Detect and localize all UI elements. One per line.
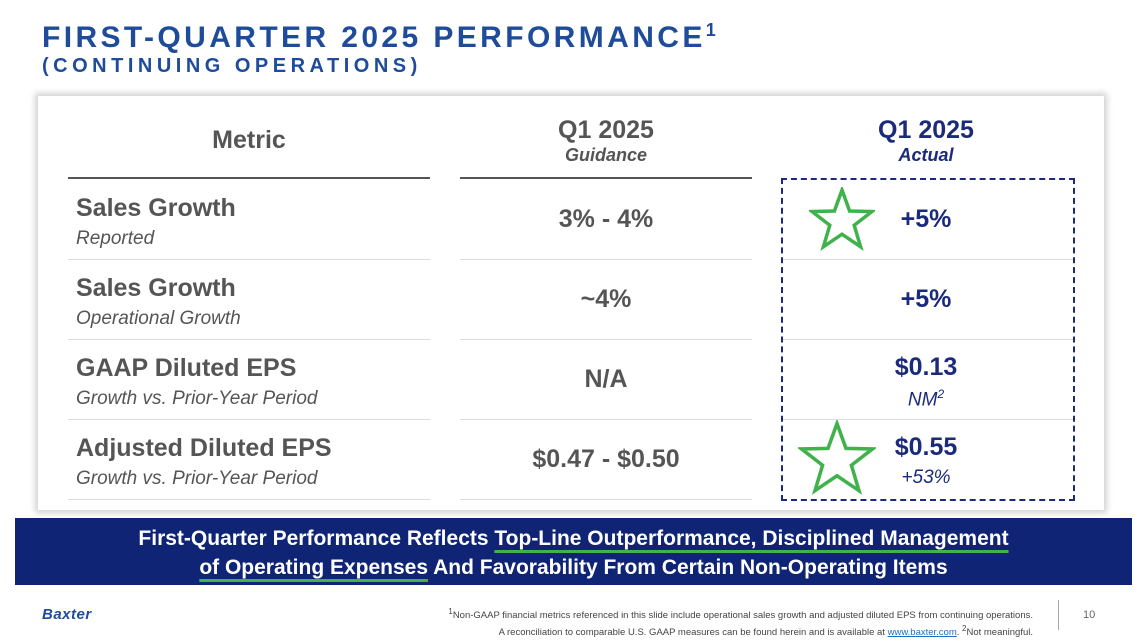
slide-title: FIRST-QUARTER 2025 PERFORMANCE1 [42, 20, 716, 54]
actual-subvalue: NM2 [907, 387, 945, 411]
row-divider [782, 339, 1074, 340]
metric-subtitle: Growth vs. Prior-Year Period [76, 468, 318, 489]
row-divider [460, 259, 752, 260]
footer-divider [1058, 600, 1059, 630]
title-footnote-mark: 1 [705, 20, 716, 40]
row-divider [68, 339, 430, 340]
table-row: Adjusted Diluted EPS Growth vs. Prior-Ye… [38, 420, 1104, 500]
actual-subvalue: +53% [901, 467, 951, 488]
table-row: GAAP Diluted EPS Growth vs. Prior-Year P… [38, 340, 1104, 420]
actual-value: +5% [900, 205, 952, 233]
actual-value: $0.55 [894, 433, 958, 461]
row-divider [460, 499, 752, 500]
baxter-logo: Baxter [42, 606, 92, 623]
header-actual-sub: Actual [898, 145, 954, 165]
row-divider [460, 339, 752, 340]
metric-name: Sales Growth [76, 274, 236, 302]
row-divider [68, 259, 430, 260]
slide-subtitle: (CONTINUING OPERATIONS) [42, 55, 422, 77]
header-actual: Q1 2025 Actual [780, 116, 1072, 166]
row-divider [782, 259, 1074, 260]
header-metric: Metric [212, 126, 286, 154]
footnote-mark: 2 [937, 387, 945, 401]
star-icon [809, 187, 875, 251]
guidance-value: $0.47 - $0.50 [532, 445, 680, 473]
performance-table: Metric Q1 2025 Guidance Q1 2025 Actual S… [38, 96, 1104, 510]
header-guidance-sub: Guidance [564, 145, 648, 165]
actual-value: $0.13 [894, 353, 958, 381]
header-guidance: Q1 2025 Guidance [460, 116, 752, 166]
metric-subtitle: Growth vs. Prior-Year Period [76, 388, 318, 409]
header-rule-metric [68, 177, 430, 179]
summary-banner: First-Quarter Performance Reflects Top-L… [15, 518, 1132, 585]
metric-name: Sales Growth [76, 194, 236, 222]
guidance-value: N/A [584, 365, 628, 393]
header-rule-guidance [460, 177, 752, 179]
guidance-value: ~4% [580, 285, 632, 313]
actual-highlight-box [781, 178, 1075, 501]
metric-name: GAAP Diluted EPS [76, 354, 297, 382]
guidance-value: 3% - 4% [558, 205, 654, 233]
metric-name: Adjusted Diluted EPS [76, 434, 332, 462]
table-row: Sales Growth Reported 3% - 4% +5% [38, 180, 1104, 260]
actual-value: +5% [900, 285, 952, 313]
metric-subtitle: Operational Growth [76, 308, 241, 329]
baxter-website-link[interactable]: www.baxter.com [887, 627, 957, 639]
table-row: Sales Growth Operational Growth ~4% +5% [38, 260, 1104, 340]
highlight-topline: Top-Line Outperformance, Disciplined Man… [494, 527, 1009, 550]
row-divider [782, 419, 1074, 420]
star-icon [798, 420, 876, 495]
row-divider [460, 419, 752, 420]
footnote: 1Non-GAAP financial metrics referenced i… [448, 607, 1033, 639]
metric-subtitle: Reported [76, 228, 155, 249]
row-divider [68, 499, 430, 500]
page-number: 10 [1083, 609, 1096, 621]
summary-text: First-Quarter Performance Reflects Top-L… [138, 527, 1009, 579]
highlight-opex: of Operating Expenses [199, 556, 429, 579]
row-divider [68, 419, 430, 420]
